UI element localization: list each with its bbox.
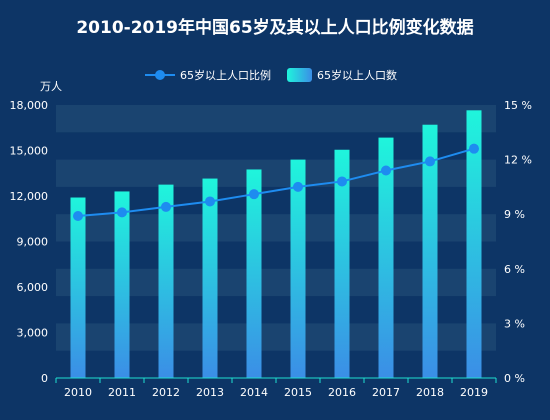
bar	[466, 110, 482, 378]
right-tick-label: 6 %	[504, 263, 525, 276]
line-point	[73, 211, 83, 222]
legend-bar-swatch	[287, 68, 312, 82]
legend-item-bar[interactable]: 65岁以上人口数	[287, 68, 397, 82]
line-path	[77, 147, 475, 218]
right-tick-label: 12 %	[504, 154, 532, 167]
bar	[202, 178, 218, 378]
line-point	[469, 143, 479, 154]
left-axis-ticks: 0 3,000 6,000 9,000 12,000 15,000 18,000	[10, 99, 49, 385]
bar	[158, 184, 174, 378]
x-tick-label: 2011	[108, 386, 136, 399]
left-tick-label: 3,000	[17, 327, 49, 340]
line-point	[425, 156, 435, 167]
right-tick-label: 3 %	[504, 317, 525, 330]
bar	[246, 169, 262, 378]
x-tick-label: 2016	[328, 386, 356, 399]
left-tick-label: 18,000	[10, 99, 49, 112]
chart-title: 2010-2019年中国65岁及其以上人口比例变化数据	[76, 17, 473, 38]
legend-line-marker	[155, 70, 165, 80]
bar	[114, 191, 130, 378]
legend-item-line[interactable]: 65岁以上人口比例	[145, 68, 271, 82]
x-tick-label: 2014	[240, 386, 268, 399]
bar	[378, 137, 394, 378]
x-tick-label: 2017	[372, 386, 400, 399]
x-tick-label: 2018	[416, 386, 444, 399]
bar	[70, 197, 86, 378]
x-tick-label: 2015	[284, 386, 312, 399]
left-axis-unit: 万人	[40, 80, 62, 93]
line-point	[117, 207, 127, 218]
legend-bar-label: 65岁以上人口数	[317, 68, 397, 82]
x-tick-label: 2012	[152, 386, 180, 399]
line-point	[205, 196, 215, 207]
x-tick-label: 2013	[196, 386, 224, 399]
line-point	[249, 189, 259, 200]
line-point	[161, 201, 171, 212]
x-axis: 2010 2011 2012 2013 2014 2015 2016 2017 2018 2019	[55, 377, 497, 399]
bar-series	[70, 110, 482, 378]
left-tick-label: 9,000	[17, 236, 49, 249]
bar	[422, 124, 438, 378]
right-axis-ticks: 0 % 3 % 6 % 9 % 12 % 15 %	[504, 99, 532, 385]
left-tick-label: 12,000	[10, 190, 49, 203]
line-series	[73, 143, 479, 222]
line-point	[381, 165, 391, 176]
legend: 65岁以上人口比例 65岁以上人口数	[145, 68, 397, 82]
bar	[290, 159, 306, 378]
line-point	[337, 176, 347, 187]
left-tick-label: 0	[41, 372, 48, 385]
right-tick-label: 9 %	[504, 208, 525, 221]
x-tick-label: 2010	[64, 386, 92, 399]
bar	[334, 149, 350, 378]
legend-line-label: 65岁以上人口比例	[180, 68, 271, 82]
x-tick-label: 2019	[460, 386, 488, 399]
right-tick-label: 15 %	[504, 99, 532, 112]
line-point	[293, 181, 303, 192]
right-tick-label: 0 %	[504, 372, 525, 385]
left-tick-label: 6,000	[17, 281, 49, 294]
left-tick-label: 15,000	[10, 145, 49, 158]
